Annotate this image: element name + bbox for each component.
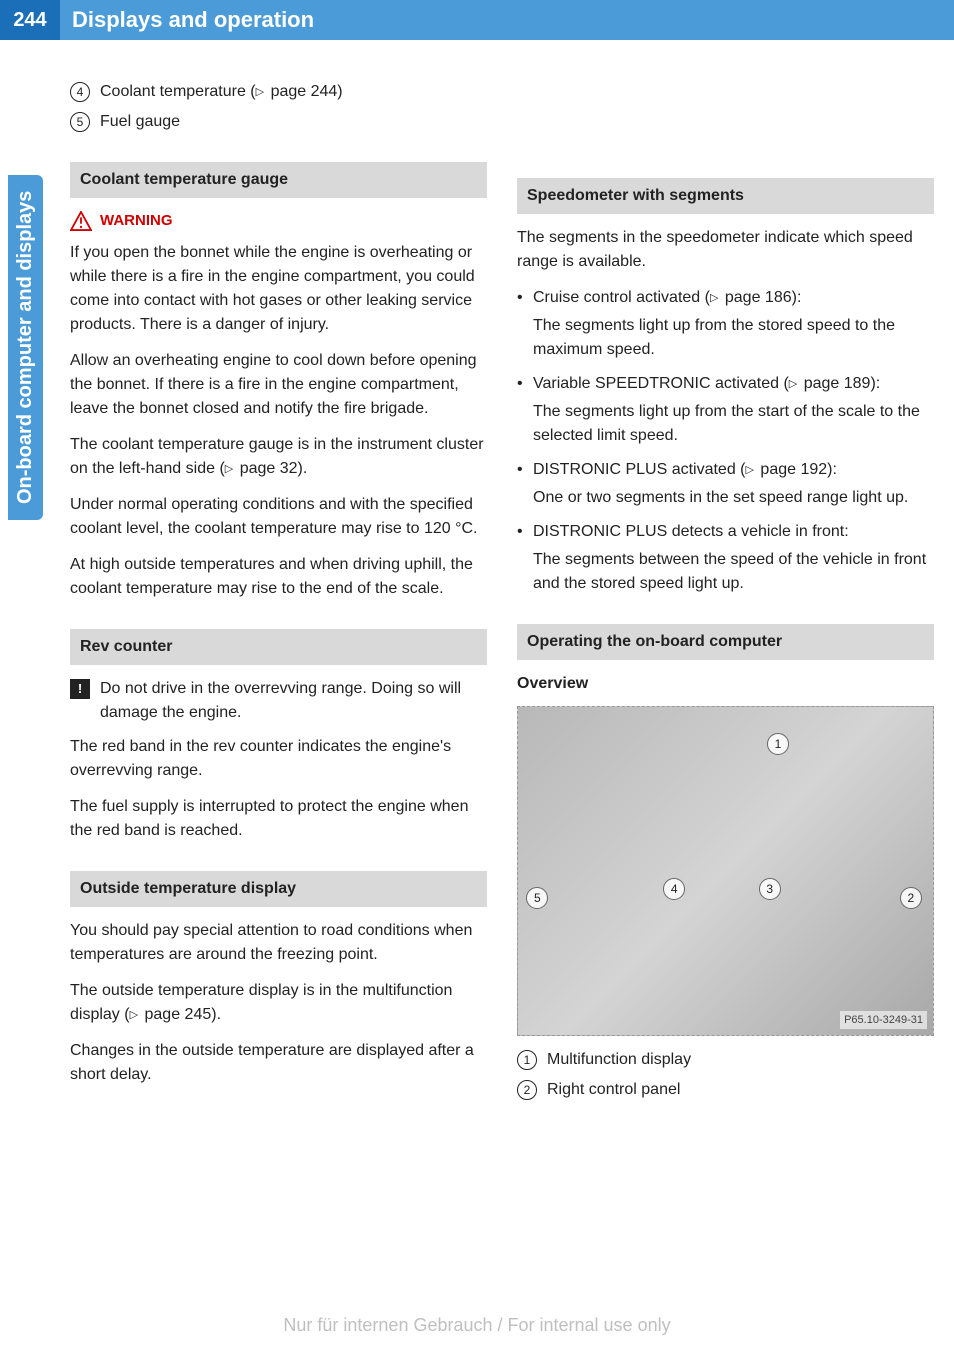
intro-item-4: 4 Coolant temperature (▷ page 244) — [70, 80, 487, 104]
header-title: Displays and operation — [60, 0, 954, 40]
text-fragment: Coolant temperature ( — [100, 83, 256, 100]
intro-item-text: Fuel gauge — [100, 110, 180, 134]
legend-item: 2 Right control panel — [517, 1078, 934, 1102]
section-heading-onboard: Operating the on-board computer — [517, 624, 934, 660]
warning-header: WARNING — [70, 210, 487, 233]
bullet-item: DISTRONIC PLUS activated (▷ page 192):On… — [517, 458, 934, 510]
legend-text: Multifunction display — [547, 1048, 691, 1072]
body-paragraph: You should pay special attention to road… — [70, 919, 487, 967]
warning-triangle-icon — [70, 211, 92, 231]
body-paragraph: The fuel supply is interrupted to protec… — [70, 795, 487, 843]
subheading-overview: Overview — [517, 672, 934, 696]
left-column: 4 Coolant temperature (▷ page 244) 5 Fue… — [70, 80, 487, 1108]
text-fragment: The outside temperature display is in th… — [70, 982, 452, 1023]
text-fragment: ) — [337, 83, 342, 100]
intro-item-text: Coolant temperature (▷ page 244) — [100, 80, 343, 104]
body-paragraph: Under normal operating conditions and wi… — [70, 493, 487, 541]
image-reference-label: P65.10-3249-31 — [840, 1011, 927, 1030]
page-ref: page 244 — [271, 83, 338, 100]
header-bar: 244 Displays and operation — [0, 0, 954, 40]
note-exclamation-icon: ! — [70, 679, 90, 699]
warning-paragraph: If you open the bonnet while the engine … — [70, 241, 487, 337]
triangle-ref-icon: ▷ — [130, 1007, 138, 1024]
steering-wheel-image: P65.10-3249-31 1 2 3 4 5 — [517, 706, 934, 1036]
circled-number-icon: 2 — [517, 1080, 537, 1100]
bullet-item: DISTRONIC PLUS detects a vehicle in fron… — [517, 520, 934, 596]
body-paragraph: Changes in the outside temperature are d… — [70, 1039, 487, 1087]
section-heading-outside-temp: Outside temperature display — [70, 871, 487, 907]
side-chapter-label: On-board computer and displays — [8, 175, 43, 520]
warning-paragraph: Allow an overheating engine to cool down… — [70, 349, 487, 421]
right-column: Speedometer with segments The segments i… — [517, 80, 934, 1108]
image-callout-3: 3 — [759, 878, 781, 900]
legend-text: Right control panel — [547, 1078, 680, 1102]
body-paragraph: The segments in the speedometer indicate… — [517, 226, 934, 274]
note-row: ! Do not drive in the overrevving range.… — [70, 677, 487, 725]
text-fragment: ). — [298, 460, 308, 477]
body-paragraph: At high outside temperatures and when dr… — [70, 553, 487, 601]
section-heading-coolant: Coolant temperature gauge — [70, 162, 487, 198]
warning-label: WARNING — [100, 210, 173, 233]
circled-number-icon: 5 — [70, 112, 90, 132]
section-heading-rev: Rev counter — [70, 629, 487, 665]
page-ref: page 245 — [145, 1006, 212, 1023]
page-number: 244 — [0, 0, 60, 40]
note-text: Do not drive in the overrevving range. D… — [100, 677, 487, 725]
legend-item: 1 Multifunction display — [517, 1048, 934, 1072]
text-fragment: ). — [211, 1006, 221, 1023]
page-ref: page 32 — [240, 460, 298, 477]
image-callout-5: 5 — [526, 887, 548, 909]
body-paragraph: The red band in the rev counter indicate… — [70, 735, 487, 783]
bullet-item: Variable SPEEDTRONIC activated (▷ page 1… — [517, 372, 934, 448]
body-paragraph: The coolant temperature gauge is in the … — [70, 433, 487, 481]
triangle-ref-icon: ▷ — [225, 461, 233, 478]
image-callout-4: 4 — [663, 878, 685, 900]
circled-number-icon: 4 — [70, 82, 90, 102]
footer-watermark: Nur für internen Gebrauch / For internal… — [0, 1315, 954, 1336]
content-area: 4 Coolant temperature (▷ page 244) 5 Fue… — [0, 40, 954, 1128]
bullet-list: Cruise control activated (▷ page 186):Th… — [517, 286, 934, 596]
image-callout-1: 1 — [767, 733, 789, 755]
image-legend: 1 Multifunction display 2 Right control pan… — [517, 1048, 934, 1102]
circled-number-icon: 1 — [517, 1050, 537, 1070]
bullet-item: Cruise control activated (▷ page 186):Th… — [517, 286, 934, 362]
section-heading-speedo: Speedometer with segments — [517, 178, 934, 214]
intro-item-5: 5 Fuel gauge — [70, 110, 487, 134]
triangle-ref-icon: ▷ — [256, 84, 264, 101]
image-callout-2: 2 — [900, 887, 922, 909]
body-paragraph: The outside temperature display is in th… — [70, 979, 487, 1027]
